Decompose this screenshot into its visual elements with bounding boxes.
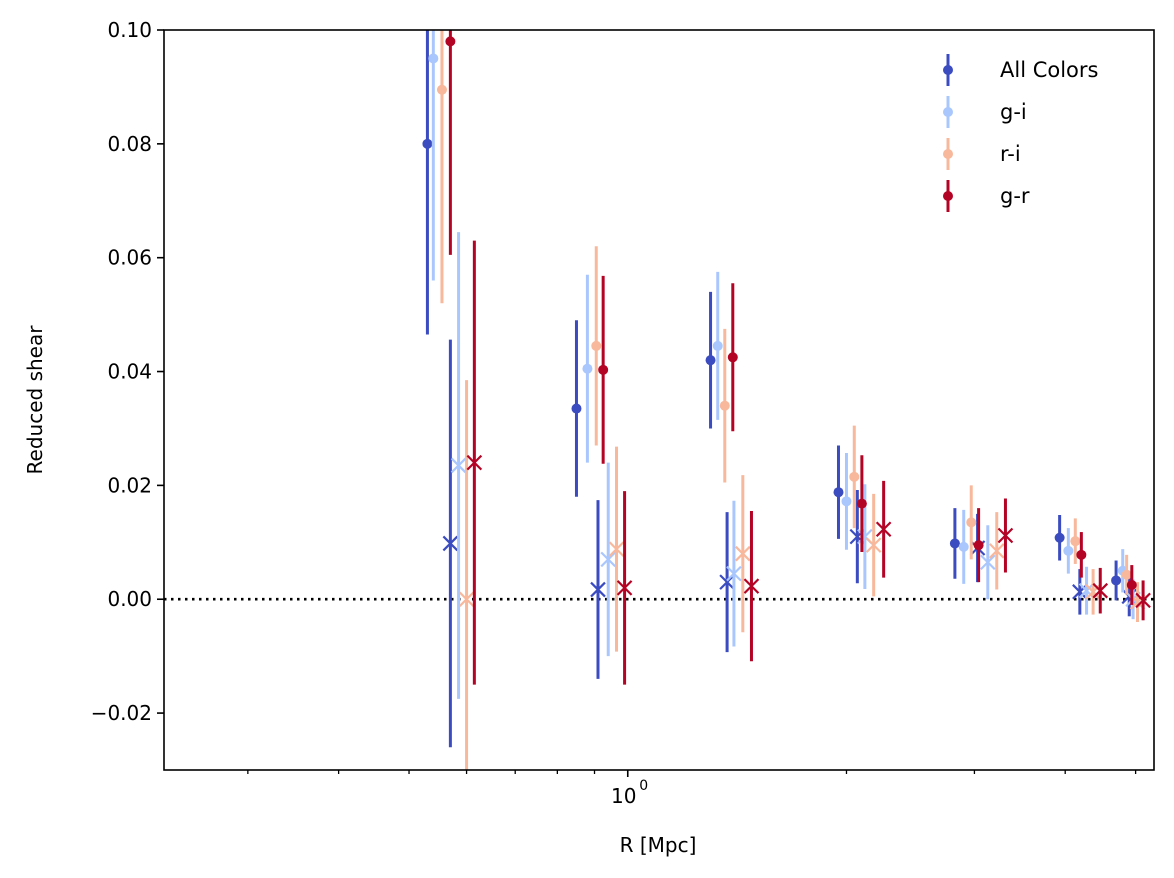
plot-clipped-group <box>164 30 1154 770</box>
x-tick-label-exponent: 0 <box>639 778 648 794</box>
y-tick-label: 0.06 <box>107 246 152 270</box>
cross-point <box>719 574 735 590</box>
tangential-point <box>833 487 844 498</box>
y-tick-label: 0.04 <box>107 360 152 384</box>
tangential-point <box>436 84 447 95</box>
y-tick-label: 0.10 <box>107 18 152 42</box>
tangential-point <box>1070 536 1081 547</box>
plot-area <box>164 30 1154 770</box>
tangential-point <box>856 498 867 509</box>
tangential-point <box>841 496 852 507</box>
tangential-point <box>719 400 730 411</box>
legend-label: All Colors <box>1000 58 1098 82</box>
plot-frame <box>163 29 1155 771</box>
cross-point <box>980 554 996 571</box>
tangential-point <box>582 363 593 374</box>
cross-point <box>600 551 617 568</box>
legend-entry: r-i <box>943 138 1021 170</box>
tangential-point <box>1111 575 1122 586</box>
legend-marker <box>943 191 953 201</box>
tangential-point <box>966 517 977 528</box>
cross-point <box>735 545 751 562</box>
tangential-point <box>849 471 860 482</box>
cross-point <box>442 535 459 552</box>
y-tick-label: 0.02 <box>107 473 152 497</box>
y-tick-label: 0.08 <box>107 132 152 156</box>
y-tick-label: −0.02 <box>91 701 152 725</box>
tangential-point <box>422 138 433 149</box>
tangential-point <box>1076 549 1087 560</box>
cross-point <box>1135 592 1151 609</box>
tangential-point <box>445 36 456 47</box>
legend: All Colors g-i r-i g-r <box>943 54 1098 212</box>
cross-point <box>616 580 633 596</box>
cross-point <box>608 541 625 557</box>
tangential-point <box>705 355 716 366</box>
cross-point <box>865 537 882 553</box>
legend-marker <box>943 107 953 117</box>
y-axis-label: Reduced shear <box>23 325 47 475</box>
cross-point <box>875 521 892 537</box>
tangential-point <box>571 403 582 414</box>
cross-point <box>466 454 483 471</box>
tangential-point <box>1054 532 1065 543</box>
cross-point <box>458 591 475 608</box>
tangential-point <box>973 540 984 551</box>
tangential-point <box>949 538 960 549</box>
series-g-r <box>445 30 1151 685</box>
cross-point <box>450 457 467 474</box>
tangential-point <box>598 364 609 375</box>
legend-marker <box>943 149 953 159</box>
x-axis-label: R [Mpc] <box>620 833 697 857</box>
cross-point <box>726 565 742 582</box>
legend-entry: All Colors <box>943 54 1098 86</box>
tangential-point <box>958 541 969 552</box>
tangential-point <box>1063 545 1074 556</box>
x-tick-label: 10 <box>611 784 636 808</box>
tangential-point <box>428 53 439 64</box>
legend-label: g-i <box>1000 100 1027 124</box>
series-all-colors <box>422 30 1138 748</box>
tangential-point <box>1126 580 1137 590</box>
series-g-i <box>428 30 1141 699</box>
legend-label: g-r <box>1000 184 1030 208</box>
cross-point <box>997 527 1014 544</box>
tangential-point <box>712 340 723 351</box>
y-tick-label: 0.00 <box>107 587 152 611</box>
tangential-point <box>727 352 738 363</box>
axes: −0.02 0.00 0.02 0.04 0.06 0.08 0.10 10 0 <box>91 18 1155 808</box>
cross-point <box>1092 582 1109 599</box>
cross-point <box>743 578 760 594</box>
tangential-point <box>591 340 602 351</box>
cross-point <box>988 543 1005 559</box>
legend-label: r-i <box>1000 142 1021 166</box>
tangential-point <box>1121 569 1132 580</box>
cross-point <box>1078 582 1095 599</box>
legend-marker <box>943 65 953 75</box>
legend-entry: g-r <box>943 180 1030 212</box>
legend-entry: g-i <box>943 96 1027 128</box>
cross-point <box>590 581 606 598</box>
